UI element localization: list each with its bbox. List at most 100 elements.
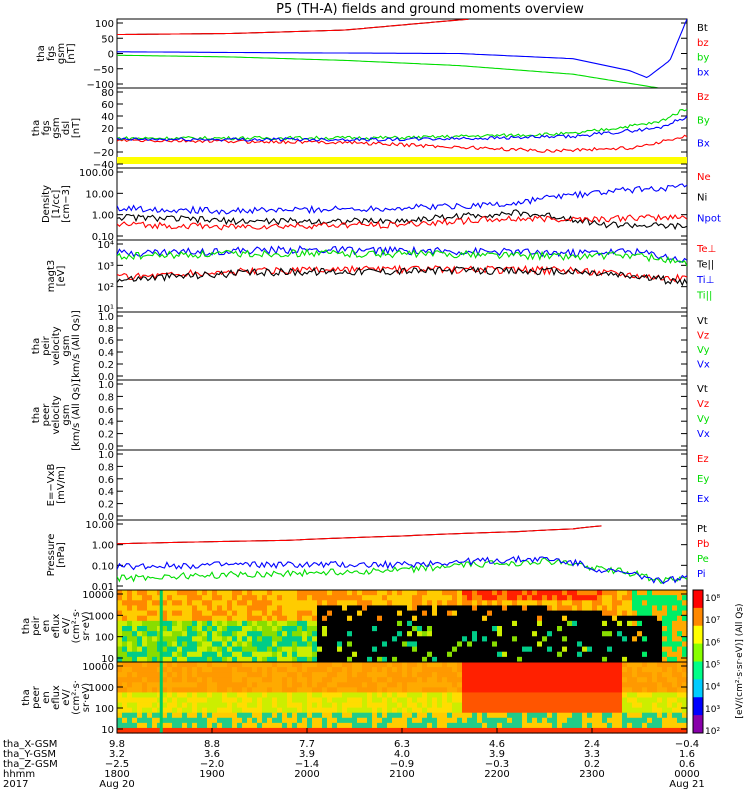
heatmap-cell	[592, 636, 598, 643]
heatmap-cell	[662, 590, 668, 596]
heatmap-cell	[167, 656, 173, 663]
heatmap-cell	[137, 605, 143, 612]
heatmap-cell	[202, 595, 208, 601]
heatmap-cell	[507, 605, 513, 612]
heatmap-cell	[297, 667, 303, 673]
heatmap-cell	[337, 697, 343, 704]
heatmap-cell	[457, 590, 463, 596]
heatmap-cell	[512, 626, 518, 632]
heatmap-cell	[467, 722, 473, 729]
heatmap-cell	[517, 620, 523, 627]
heatmap-cell	[477, 656, 483, 663]
heatmap-cell	[377, 646, 383, 653]
heatmap-cell	[547, 626, 553, 632]
heatmap-cell	[422, 667, 428, 673]
heatmap-cell	[467, 662, 473, 668]
heatmap-cell	[177, 656, 183, 663]
heatmap-cell	[362, 677, 368, 683]
heatmap-cell	[607, 707, 613, 714]
heatmap-cell	[532, 615, 538, 622]
x-axis-row-label: hhmm	[3, 769, 35, 780]
heatmap-cell	[552, 667, 558, 673]
y-axis-label-line: Density	[41, 185, 52, 223]
heatmap-cell	[617, 717, 623, 724]
heatmap-cell	[127, 707, 133, 714]
heatmap-cell	[412, 662, 418, 668]
heatmap-cell	[482, 667, 488, 673]
heatmap-cell	[582, 590, 588, 596]
heatmap-cell	[647, 672, 653, 678]
heatmap-cell	[512, 727, 518, 734]
heatmap-cell	[152, 682, 158, 688]
heatmap-cell	[267, 727, 273, 734]
heatmap-cell	[512, 615, 518, 622]
heatmap-cell	[587, 662, 593, 668]
heatmap-cell	[557, 702, 563, 709]
heatmap-cell	[542, 672, 548, 678]
heatmap-cell	[682, 707, 688, 714]
heatmap-cell	[192, 615, 198, 622]
heatmap-cell	[467, 636, 473, 643]
heatmap-cell	[457, 636, 463, 643]
heatmap-cell	[512, 620, 518, 627]
heatmap-cell	[242, 692, 248, 699]
heatmap-cell	[407, 600, 413, 607]
heatmap-cell	[292, 641, 298, 648]
heatmap-cell	[227, 636, 233, 643]
heatmap-cell	[442, 702, 448, 709]
y-tick-label: 0.8	[98, 324, 114, 335]
heatmap-cell	[162, 636, 168, 643]
heatmap-cell	[132, 682, 138, 688]
heatmap-cell	[527, 692, 533, 699]
heatmap-cell	[282, 677, 288, 683]
heatmap-cell	[452, 631, 458, 637]
heatmap-cell	[537, 631, 543, 637]
heatmap-cell	[632, 697, 638, 704]
heatmap-cell	[277, 620, 283, 627]
heatmap-cell	[302, 626, 308, 632]
heatmap-cell	[187, 631, 193, 637]
heatmap-cell	[477, 626, 483, 632]
heatmap-cell	[562, 727, 568, 734]
heatmap-cell	[257, 717, 263, 724]
heatmap-cell	[262, 697, 268, 704]
heatmap-cell	[197, 707, 203, 714]
heatmap-cell	[172, 727, 178, 734]
heatmap-cell	[617, 682, 623, 688]
heatmap-cell	[652, 631, 658, 637]
heatmap-cell	[312, 610, 318, 617]
heatmap-cell	[537, 717, 543, 724]
heatmap-cell	[487, 682, 493, 688]
heatmap-cell	[322, 620, 328, 627]
heatmap-cell	[362, 722, 368, 729]
heatmap-cell	[152, 595, 158, 601]
heatmap-cell	[287, 615, 293, 622]
heatmap-cell	[437, 677, 443, 683]
heatmap-cell	[257, 667, 263, 673]
heatmap-cell	[572, 682, 578, 688]
heatmap-cell	[497, 702, 503, 709]
heatmap-cell	[512, 600, 518, 607]
heatmap-cell	[362, 626, 368, 632]
heatmap-cell	[217, 605, 223, 612]
heatmap-cell	[202, 687, 208, 694]
heatmap-cell	[162, 692, 168, 699]
heatmap-cell	[457, 631, 463, 637]
heatmap-cell	[662, 651, 668, 658]
heatmap-cell	[507, 682, 513, 688]
heatmap-cell	[677, 717, 683, 724]
heatmap-cell	[577, 677, 583, 683]
series-Pe	[117, 557, 687, 584]
heatmap-cell	[577, 667, 583, 673]
heatmap-cell	[587, 672, 593, 678]
heatmap-cell	[657, 605, 663, 612]
heatmap-cell	[247, 651, 253, 658]
heatmap-cell	[337, 615, 343, 622]
heatmap-cell	[317, 722, 323, 729]
heatmap-cell	[492, 667, 498, 673]
heatmap-cell	[327, 707, 333, 714]
heatmap-cell	[407, 605, 413, 612]
heatmap-cell	[612, 595, 618, 601]
heatmap-cell	[607, 722, 613, 729]
heatmap-cell	[527, 712, 533, 719]
